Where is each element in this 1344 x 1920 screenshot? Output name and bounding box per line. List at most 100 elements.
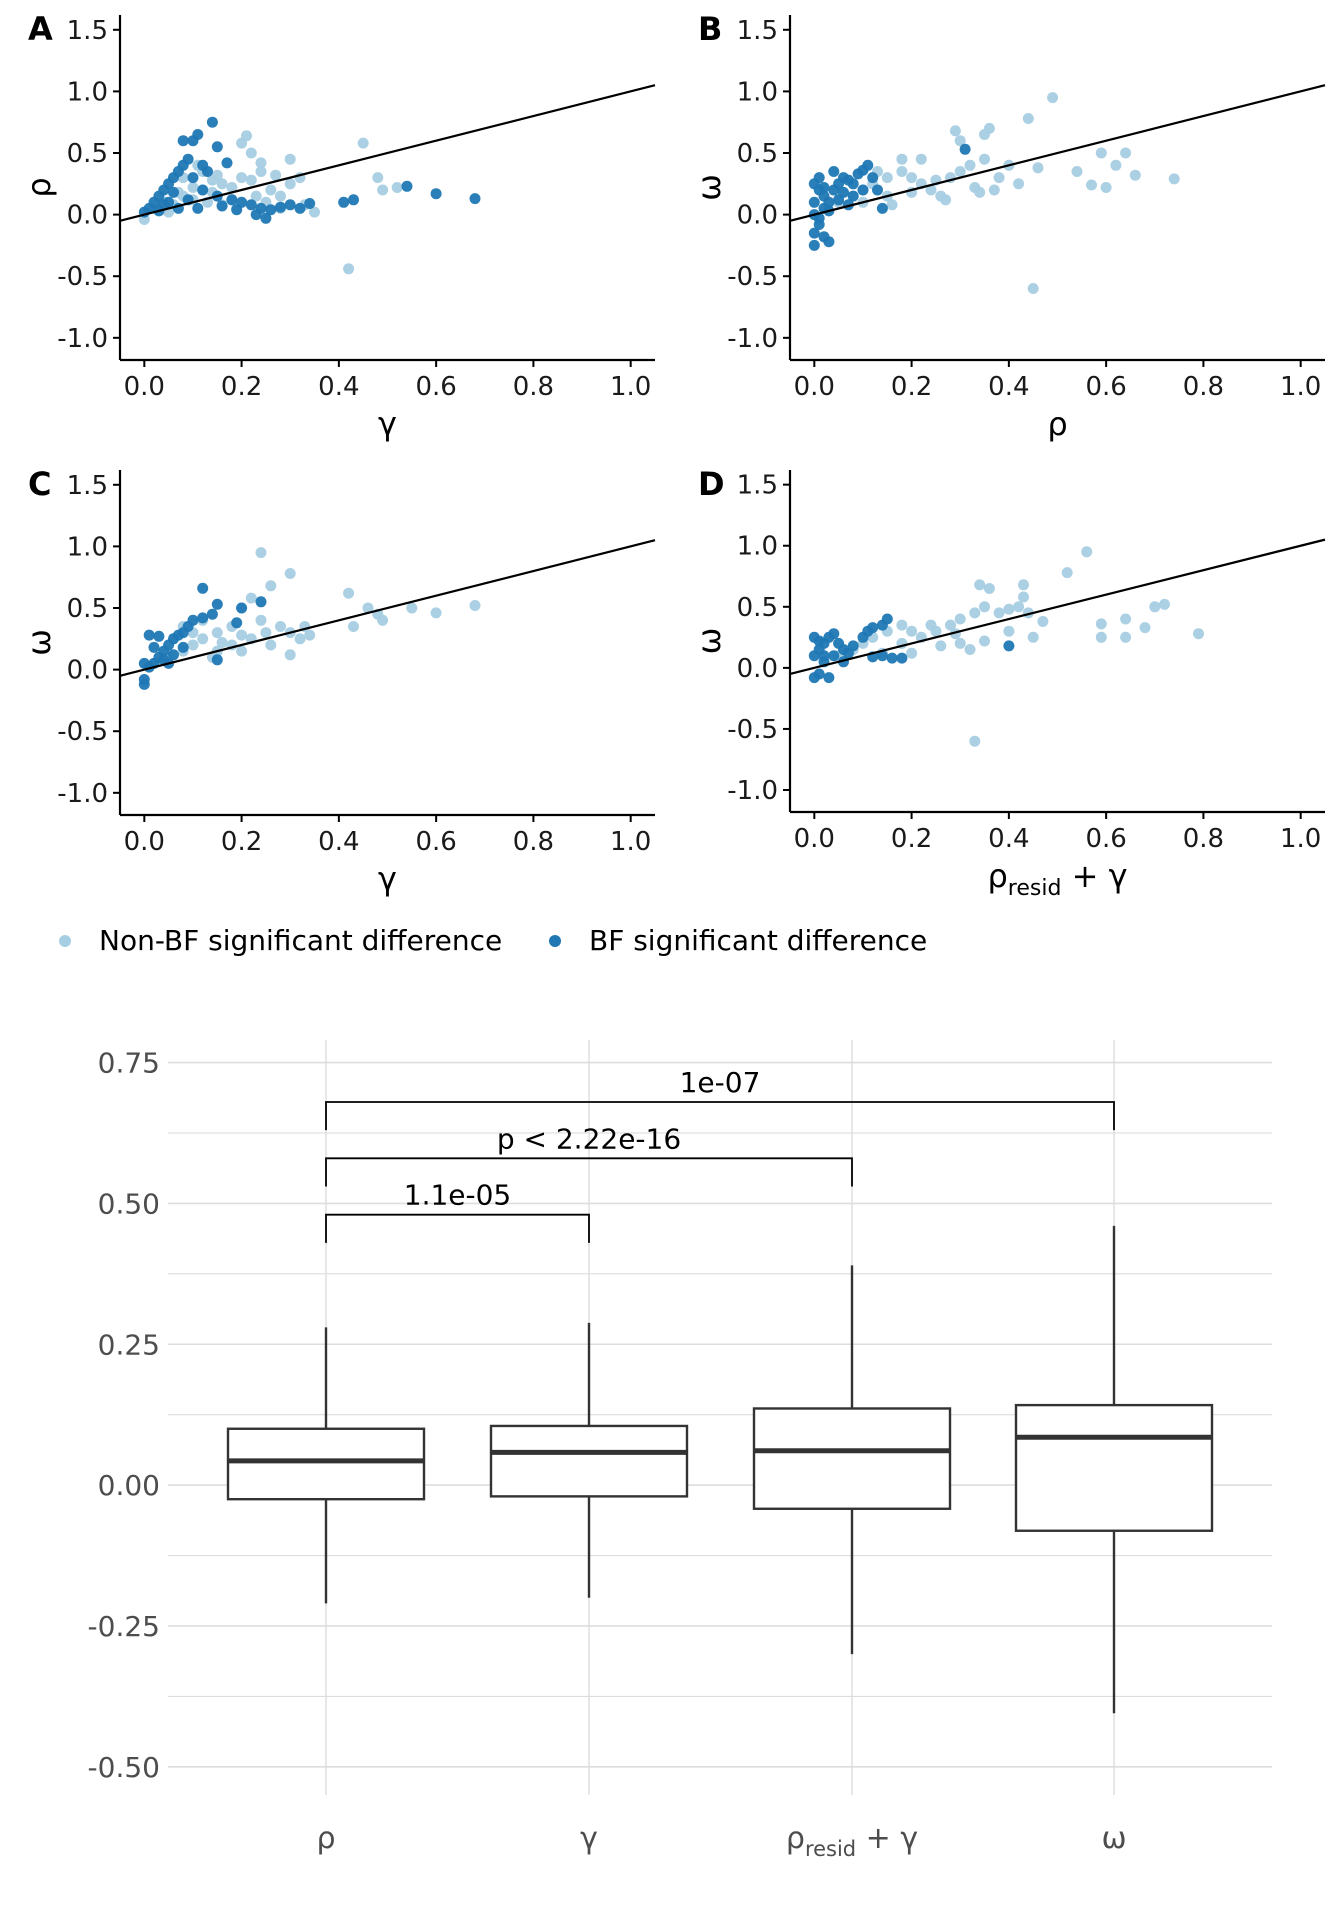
point-non-bf — [1013, 601, 1025, 613]
point-non-bf — [226, 182, 238, 193]
point-non-bf — [260, 627, 272, 639]
point-non-bf — [1110, 159, 1122, 171]
point-non-bf — [343, 587, 355, 599]
x-tick-label: 0.8 — [513, 827, 554, 857]
point-bf — [177, 641, 189, 653]
point-bf — [206, 608, 218, 620]
x-axis-title: ρ — [1047, 405, 1067, 443]
point-non-bf — [1037, 616, 1049, 627]
y-tick-label: 0.5 — [737, 139, 778, 169]
point-non-bf — [197, 633, 209, 645]
point-non-bf — [216, 178, 228, 190]
point-non-bf — [1159, 598, 1170, 610]
point-bf — [818, 650, 830, 662]
p-value-label: 1e-07 — [680, 1066, 761, 1099]
point-non-bf — [255, 157, 267, 169]
point-bf — [828, 650, 840, 662]
x-category-label: ρ — [316, 1821, 335, 1856]
point-non-bf — [983, 122, 995, 134]
y-tick-label: 0.0 — [737, 654, 778, 684]
x-category-label: ω — [1101, 1821, 1126, 1856]
box-iqr — [489, 1424, 689, 1498]
x-tick-label: 1.0 — [1280, 824, 1321, 854]
point-bf — [211, 598, 223, 610]
point-non-bf — [993, 607, 1005, 619]
point-bf — [284, 199, 296, 211]
box-1 — [226, 1327, 426, 1604]
point-non-bf — [270, 169, 282, 181]
point-bf — [881, 613, 893, 625]
point-non-bf — [964, 644, 976, 655]
point-bf — [236, 602, 248, 614]
box-4 — [1014, 1225, 1214, 1714]
point-non-bf — [211, 627, 223, 639]
point-non-bf — [969, 607, 981, 619]
point-bf — [876, 650, 888, 662]
point-non-bf — [974, 186, 986, 198]
point-non-bf — [906, 172, 918, 184]
comparison-bracket: p < 2.22e-16 — [325, 1122, 853, 1187]
comparison-bracket: 1e-07 — [325, 1066, 1115, 1131]
x-tick-label: 0.4 — [988, 824, 1029, 854]
point-non-bf — [187, 182, 199, 193]
point-non-bf — [954, 637, 966, 649]
point-non-bf — [979, 635, 990, 647]
point-bf — [828, 166, 840, 177]
point-non-bf — [881, 172, 893, 184]
point-non-bf — [1086, 179, 1097, 191]
y-tick-label: -0.5 — [727, 262, 778, 292]
point-non-bf — [1047, 92, 1059, 104]
point-non-bf — [377, 184, 389, 196]
point-bf — [275, 201, 286, 213]
point-bf — [469, 193, 481, 205]
point-bf — [294, 202, 306, 214]
legend-non-bf-marker — [59, 935, 71, 947]
y-tick-label: 0.0 — [737, 201, 778, 231]
point-non-bf — [309, 206, 320, 218]
point-non-bf — [954, 613, 966, 625]
x-tick-label: 1.0 — [1280, 372, 1321, 402]
point-non-bf — [284, 568, 296, 579]
point-bf — [401, 180, 413, 192]
data-points — [808, 546, 1204, 747]
point-bf — [255, 596, 267, 608]
point-bf — [886, 652, 898, 664]
point-non-bf — [1120, 613, 1132, 625]
point-non-bf — [1149, 601, 1161, 613]
point-bf — [813, 172, 825, 184]
box-3 — [752, 1265, 952, 1655]
y-tick-label: 1.0 — [737, 532, 778, 562]
y-tick-label: -0.5 — [57, 717, 108, 747]
x-tick-label: 1.0 — [610, 827, 651, 857]
y-axis-title: ρ — [20, 177, 58, 197]
point-non-bf — [896, 153, 908, 165]
point-non-bf — [1018, 591, 1029, 603]
point-bf — [838, 186, 849, 198]
y-tick-label: -1.0 — [57, 779, 108, 809]
point-bf — [813, 668, 825, 680]
point-bf — [182, 153, 194, 165]
point-non-bf — [391, 182, 403, 193]
x-axis-title: γ — [378, 860, 397, 898]
boxplot-panel: 0.75 0.50 0.25 0.00 -0.25 -0.50 1.1e-05 p < 2.2… — [88, 1040, 1272, 1861]
data-points — [808, 92, 1180, 294]
x-category-label: γ — [580, 1821, 598, 1856]
point-non-bf — [343, 263, 355, 275]
x-tick-label: 1.0 — [610, 372, 651, 402]
x-tick-label: 0.8 — [513, 372, 554, 402]
y-axis-title: ω — [20, 629, 58, 656]
x-tick-label: 0.6 — [415, 372, 456, 402]
data-points — [138, 116, 481, 275]
legend-bf-marker — [549, 935, 561, 947]
scatter-panel-b: B 1.5 1.0 0.5 0.0 -0.5 -1.0 0.0 0.2 0.4 0.6 0.8 1.0 ρ… — [690, 10, 1326, 443]
point-non-bf — [294, 633, 306, 645]
point-bf — [177, 135, 189, 147]
point-non-bf — [265, 580, 277, 592]
y-tick-label: 1.5 — [67, 471, 108, 501]
y-tick-label: 1.5 — [737, 471, 778, 501]
x-tick-label: 0.6 — [1085, 372, 1126, 402]
point-non-bf — [979, 153, 990, 165]
point-non-bf — [949, 125, 961, 137]
point-non-bf — [983, 583, 995, 594]
